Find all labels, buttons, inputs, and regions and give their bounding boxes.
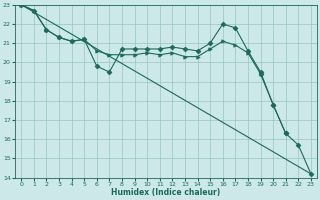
X-axis label: Humidex (Indice chaleur): Humidex (Indice chaleur) [111,188,221,197]
